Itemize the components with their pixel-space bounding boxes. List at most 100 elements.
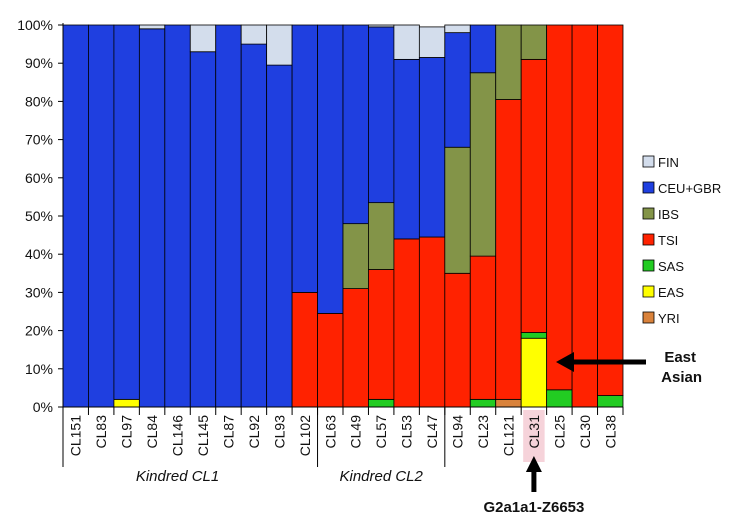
bar-segment-CL38-sas	[597, 395, 624, 408]
bar-segment-CL47-ceugbr	[418, 57, 446, 238]
y-tick-label: 100%	[17, 17, 53, 33]
bar-segment-CL145-fin	[189, 24, 217, 53]
bar-segment-CL57-tsi	[368, 269, 395, 400]
x-tick-label-cl31: CL31	[526, 415, 542, 449]
bar-segment-CL53-ceugbr	[393, 58, 420, 240]
bar-segment-CL47-fin	[418, 26, 446, 58]
bar-segment-CL23-sas	[469, 398, 497, 408]
bar-segment-CL47-tsi	[418, 236, 446, 408]
legend-entry-label: EAS	[658, 285, 684, 300]
x-tick-label-cl146: CL146	[170, 415, 186, 456]
bar-segment-CL121-tsi	[495, 99, 522, 400]
x-tick-label-cl151: CL151	[68, 415, 84, 456]
east-asian-arrow-head	[556, 352, 574, 372]
x-tick-label-cl38: CL38	[602, 415, 618, 449]
bar-segment-CL25-tsi	[546, 24, 573, 391]
bar-segment-CL53-tsi	[393, 238, 420, 408]
x-tick-label-cl97: CL97	[119, 415, 135, 449]
legend-swatch	[642, 311, 655, 324]
annotations: East Asian G2a1a1-Z6653	[483, 349, 702, 516]
bar-segment-CL23-ibs	[469, 72, 497, 257]
bar-segment-CL94-ceugbr	[444, 32, 471, 148]
bar-segment-CL57-fin	[368, 24, 395, 28]
y-tick-label: 80%	[25, 93, 53, 109]
bar-segment-CL31-ibs	[520, 24, 548, 60]
bar-segment-CL57-ceugbr	[368, 26, 395, 204]
x-tick-label-cl84: CL84	[144, 415, 160, 449]
y-tick-label: 10%	[25, 361, 53, 377]
x-tick-label-cl83: CL83	[93, 415, 109, 449]
x-tick-label-cl87: CL87	[220, 415, 236, 449]
annotation-east-asian-line1: East	[664, 349, 696, 366]
legend: FIN CEU+GBR IBS TSI SAS EAS YRI	[642, 155, 721, 326]
category-highlight	[523, 410, 545, 462]
bar-segment-CL23-tsi	[469, 255, 497, 400]
bar-segment-CL102-ceugbr	[291, 24, 318, 293]
legend-swatch	[642, 155, 655, 168]
bar-segment-CL92-ceugbr	[240, 43, 268, 408]
bar-segment-CL102-tsi	[291, 291, 318, 408]
bar-segment-CL94-fin	[444, 24, 471, 34]
x-tick-label-cl92: CL92	[246, 415, 262, 449]
bar-segment-CL121-yri	[495, 398, 522, 408]
y-tick-label: 40%	[25, 246, 53, 262]
bar-segment-CL63-ceugbr	[317, 24, 344, 314]
x-tick-label-cl145: CL145	[195, 415, 211, 456]
y-tick-label: 30%	[25, 284, 53, 300]
bar-segment-CL38-tsi	[597, 24, 624, 396]
bar-segment-CL97-eas	[113, 398, 140, 408]
x-tick-label-cl23: CL23	[475, 415, 491, 449]
bar-segment-CL93-ceugbr	[266, 64, 293, 408]
bar-segment-CL63-tsi	[317, 313, 344, 408]
bar-segment-CL23-ceugbr	[469, 24, 497, 74]
bar-segment-CL94-ibs	[444, 146, 471, 274]
x-tick-label-cl53: CL53	[399, 415, 415, 449]
x-tick-label-cl30: CL30	[577, 415, 593, 449]
bar-segment-CL145-ceugbr	[189, 51, 217, 408]
bar-segment-CL146-ceugbr	[164, 24, 191, 408]
x-tick-label-cl47: CL47	[424, 415, 440, 449]
plot-area	[62, 24, 624, 408]
legend-swatch	[642, 233, 655, 246]
bar-segment-CL30-tsi	[571, 24, 598, 408]
bar-segment-CL83-ceugbr	[88, 24, 115, 408]
bar-segment-CL49-ibs	[342, 223, 369, 289]
bar-segment-CL49-ceugbr	[342, 24, 369, 225]
bar-segment-CL151-ceugbr	[62, 24, 89, 408]
legend-entry-label: FIN	[658, 155, 679, 170]
x-tick-label-cl57: CL57	[373, 415, 389, 449]
y-axis: 0% 10% 20% 30% 40% 50% 60% 70% 80% 90% 100%	[17, 17, 64, 415]
bar-segment-CL31-tsi	[520, 58, 548, 333]
bar-segment-CL25-sas	[546, 389, 573, 408]
bar-segment-CL92-fin	[240, 24, 268, 45]
y-tick-label: 0%	[33, 399, 53, 415]
legend-swatch	[642, 259, 655, 272]
y-tick-label: 90%	[25, 55, 53, 71]
x-tick-label-cl25: CL25	[551, 415, 567, 449]
bar-segment-CL93-fin	[266, 24, 293, 66]
legend-entry-label: IBS	[658, 207, 679, 222]
x-tick-label-cl49: CL49	[348, 415, 364, 449]
x-tick-label-cl102: CL102	[297, 415, 313, 456]
bar-segment-CL49-tsi	[342, 288, 369, 408]
x-tick-label-cl121: CL121	[500, 415, 516, 456]
bar-segment-CL57-ibs	[368, 202, 395, 270]
bar-segment-CL57-sas	[368, 398, 395, 408]
group-label: Kindred CL2	[339, 468, 423, 485]
legend-swatch	[642, 181, 655, 194]
bar-segment-CL84-fin	[138, 24, 166, 30]
haplogroup-arrow-head	[525, 456, 542, 472]
group-label: Kindred CL1	[136, 468, 219, 485]
legend-entry-label: YRI	[658, 311, 680, 326]
y-tick-label: 60%	[25, 170, 53, 186]
bar-segment-CL97-ceugbr	[113, 24, 140, 400]
bar-segment-CL121-ibs	[495, 24, 522, 100]
y-tick-label: 70%	[25, 132, 53, 148]
y-tick-label: 20%	[25, 323, 53, 339]
x-tick-label-cl93: CL93	[271, 415, 287, 449]
bar-segment-CL31-sas	[520, 332, 548, 339]
legend-entry-label: CEU+GBR	[658, 181, 721, 196]
bar-segment-CL84-ceugbr	[138, 28, 166, 408]
annotation-haplogroup: G2a1a1-Z6653	[483, 499, 584, 516]
